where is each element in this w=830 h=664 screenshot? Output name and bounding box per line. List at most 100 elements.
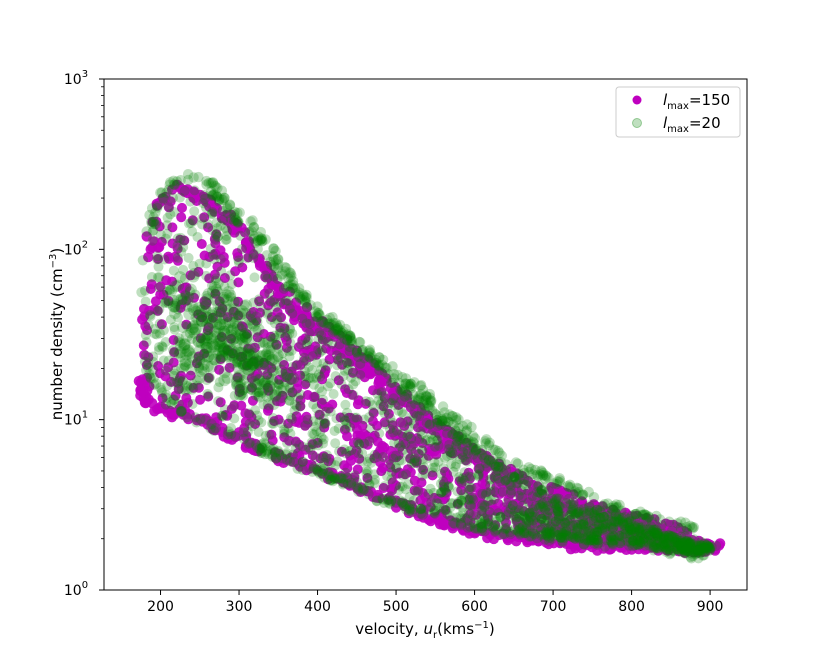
- data-point: [208, 425, 219, 436]
- data-point: [147, 235, 158, 246]
- data-point: [160, 365, 171, 376]
- x-tick-label: 600: [461, 599, 488, 615]
- data-point: [234, 387, 245, 398]
- data-point: [409, 485, 420, 496]
- data-point: [293, 289, 304, 301]
- data-point: [177, 321, 190, 333]
- data-point: [155, 281, 166, 292]
- x-tick-label: 300: [226, 599, 253, 615]
- data-point: [369, 453, 380, 464]
- data-point: [205, 360, 218, 373]
- data-point: [202, 388, 213, 399]
- data-point: [233, 277, 244, 288]
- data-point: [454, 472, 465, 483]
- data-point: [390, 400, 401, 411]
- data-point: [512, 516, 522, 527]
- data-point: [483, 455, 495, 466]
- data-point: [236, 400, 247, 411]
- data-point: [429, 446, 440, 457]
- data-point: [145, 244, 156, 255]
- data-point: [379, 481, 390, 492]
- data-point: [224, 199, 236, 210]
- data-point: [253, 427, 264, 437]
- data-point: [693, 545, 704, 556]
- data-point: [464, 484, 475, 495]
- data-point: [284, 435, 295, 446]
- data-point: [393, 429, 404, 440]
- data-point: [456, 478, 467, 489]
- data-point: [315, 453, 326, 464]
- data-point: [377, 448, 388, 459]
- data-point: [219, 273, 230, 283]
- data-point: [477, 488, 488, 499]
- data-point: [150, 207, 161, 218]
- data-point: [397, 372, 408, 383]
- data-point: [202, 325, 213, 336]
- data-point: [170, 251, 181, 262]
- data-point: [223, 350, 236, 363]
- data-point: [255, 301, 266, 312]
- data-point: [281, 335, 292, 346]
- data-point: [301, 302, 313, 313]
- data-point: [387, 361, 398, 372]
- data-point: [367, 406, 378, 417]
- data-point: [601, 526, 612, 537]
- data-point: [379, 393, 390, 404]
- data-point: [326, 458, 337, 468]
- data-point: [535, 465, 547, 476]
- data-point: [440, 487, 451, 498]
- data-point: [185, 370, 196, 381]
- data-point: [297, 464, 308, 475]
- data-point: [362, 473, 373, 483]
- data-point: [429, 507, 440, 518]
- data-point: [168, 335, 179, 345]
- data-point: [322, 360, 333, 371]
- data-point: [317, 374, 328, 385]
- data-point: [409, 475, 420, 486]
- data-point: [453, 414, 464, 425]
- data-point: [275, 297, 286, 308]
- data-point: [170, 365, 181, 376]
- data-point: [276, 312, 287, 323]
- data-point: [215, 397, 226, 408]
- data-point: [181, 319, 192, 330]
- data-point: [348, 366, 359, 377]
- data-point: [189, 292, 199, 303]
- data-point: [372, 420, 383, 431]
- data-point: [329, 426, 340, 436]
- data-point: [379, 417, 390, 428]
- data-point: [143, 352, 154, 363]
- data-point: [332, 323, 343, 334]
- data-point: [263, 300, 274, 311]
- data-point: [416, 462, 427, 473]
- data-point: [247, 382, 257, 393]
- data-point: [642, 512, 653, 523]
- data-point: [252, 410, 263, 421]
- data-point: [221, 371, 234, 384]
- data-point: [342, 335, 353, 346]
- data-point: [466, 492, 477, 503]
- data-point: [149, 324, 160, 334]
- data-point: [314, 417, 325, 427]
- data-point: [166, 376, 176, 387]
- data-point: [167, 222, 178, 233]
- data-point: [301, 302, 313, 313]
- data-point: [187, 215, 198, 226]
- y-tick-label: 101: [64, 410, 88, 429]
- data-point: [368, 408, 379, 418]
- data-point: [203, 222, 214, 233]
- data-point: [149, 304, 160, 315]
- data-point: [547, 507, 558, 518]
- data-point: [252, 332, 263, 343]
- data-point: [360, 398, 371, 409]
- data-point: [217, 410, 228, 421]
- data-point: [395, 441, 406, 452]
- data-point: [137, 255, 149, 266]
- data-point: [168, 179, 180, 190]
- data-point: [162, 228, 173, 239]
- data-point: [342, 431, 352, 442]
- data-point: [333, 375, 344, 386]
- data-point: [257, 235, 268, 247]
- data-point: [430, 462, 441, 473]
- data-point: [323, 336, 333, 347]
